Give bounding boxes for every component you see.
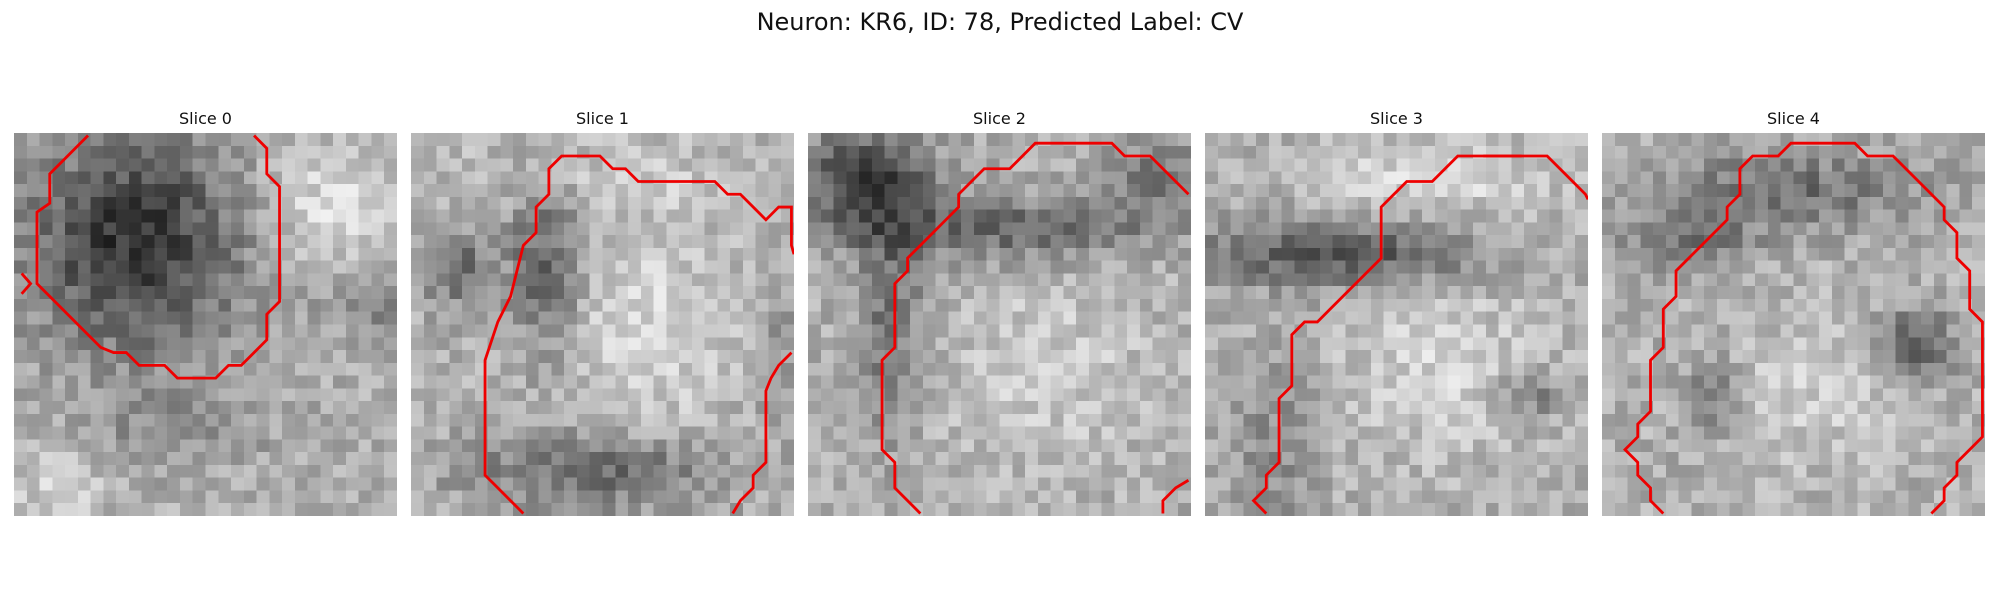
slice-3-pixels (1205, 133, 1588, 516)
slice-4-svg (1602, 133, 1985, 516)
slice-3-title: Slice 3 (1370, 109, 1423, 128)
slice-1-pixels (411, 133, 794, 516)
slice-2-image (808, 133, 1191, 516)
slice-2-contour (880, 141, 1190, 515)
slice-1-contour-lower (731, 351, 793, 515)
slice-2-pixels (808, 133, 1191, 516)
slice-4-title: Slice 4 (1767, 109, 1820, 128)
slice-0-svg (14, 133, 397, 516)
slice-0-title: Slice 0 (179, 109, 232, 128)
slice-2-contour-corner (1161, 479, 1190, 514)
slice-3-contour (1251, 154, 1588, 515)
slice-1-svg (411, 133, 794, 516)
slice-2-svg (808, 133, 1191, 516)
slice-0-contour-edge (20, 272, 33, 295)
slice-0-image (14, 133, 397, 516)
slice-4-contour (1622, 141, 1984, 515)
slice-0-contour (35, 134, 281, 380)
slice-1-contour (483, 154, 794, 515)
slice-1-image (411, 133, 794, 516)
slice-1-title: Slice 1 (576, 109, 629, 128)
slice-2-title: Slice 2 (973, 109, 1026, 128)
figure-title: Neuron: KR6, ID: 78, Predicted Label: CV (756, 8, 1244, 36)
slice-3-image (1205, 133, 1588, 516)
slice-4-image (1602, 133, 1985, 516)
slice-0-pixels (14, 133, 397, 516)
slice-4-pixels (1602, 133, 1985, 516)
slice-3-svg (1205, 133, 1588, 516)
